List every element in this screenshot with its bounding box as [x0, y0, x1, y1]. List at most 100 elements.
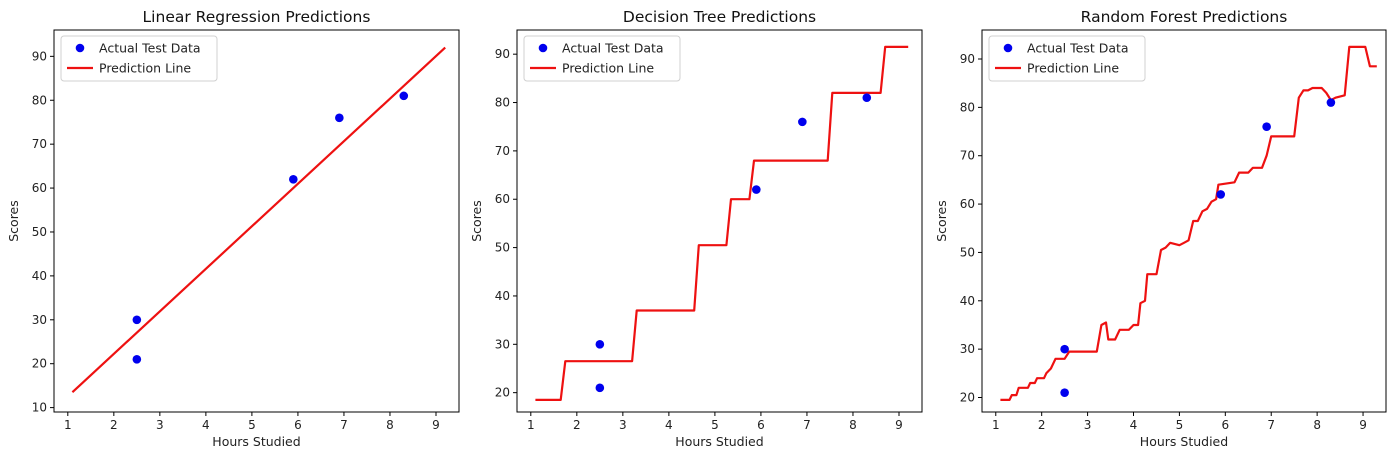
chart-panel-3: Random Forest Predictions 1 2 3 4 5 6 7 8 9 20 30 40…	[934, 8, 1387, 449]
x-tick-label: 8	[386, 418, 394, 432]
legend: Actual Test Data Prediction Line	[523, 35, 681, 82]
legend-label-line: Prediction Line	[1027, 61, 1119, 76]
x-tick-label: 3	[1084, 418, 1092, 432]
chart-title: Linear Regression Predictions	[143, 8, 371, 26]
x-tick-label: 7	[340, 418, 348, 432]
y-tick-label: 80	[32, 93, 47, 107]
legend-box	[60, 35, 218, 82]
y-tick-label: 60	[32, 181, 47, 195]
data-point-3	[752, 185, 761, 194]
x-tick-label: 4	[665, 418, 673, 432]
x-tick-label: 1	[992, 418, 1000, 432]
x-tick-label: 7	[803, 418, 811, 432]
x-tick-label: 2	[110, 418, 118, 432]
x-tick-label: 1	[527, 418, 535, 432]
y-tick-label: 20	[960, 390, 975, 404]
x-tick-label: 4	[202, 418, 210, 432]
y-tick-label: 70	[32, 137, 47, 151]
legend-marker-actual	[75, 43, 85, 53]
y-tick-label: 30	[32, 313, 47, 327]
x-tick-label: 9	[1359, 418, 1367, 432]
plot-area	[1000, 45, 1377, 401]
y-tick-label: 40	[960, 294, 975, 308]
axes-frame	[516, 29, 923, 413]
chart-panel-2: Decision Tree Predictions 1 2 3 4 5 6 7 8 9 20 30 40…	[469, 8, 923, 449]
y-tick-label: 10	[32, 401, 47, 415]
legend-label-actual: Actual Test Data	[562, 41, 664, 56]
legend-label-actual: Actual Test Data	[1027, 41, 1129, 56]
x-tick-label: 5	[711, 418, 719, 432]
x-tick-label: 3	[619, 418, 627, 432]
plot-area	[71, 46, 446, 394]
y-axis-label: Scores	[934, 200, 949, 242]
x-tick-label: 8	[1313, 418, 1321, 432]
y-tick-label: 20	[32, 357, 47, 371]
data-point-4	[335, 113, 344, 123]
data-point-3	[1216, 190, 1226, 199]
prediction-line	[71, 46, 446, 394]
x-axis-label: Hours Studied	[212, 434, 300, 449]
legend-box	[523, 35, 681, 82]
x-tick-label: 2	[1038, 418, 1046, 432]
y-tick-label: 90	[495, 47, 510, 61]
chart-title: Decision Tree Predictions	[623, 8, 816, 26]
y-tick-label: 30	[960, 342, 975, 356]
chart-panel-1: Linear Regression Predictions 1 2 3 4 5 6 7 8 9 10…	[6, 8, 460, 449]
y-tick-label: 20	[495, 386, 510, 400]
legend-label-line: Prediction Line	[99, 61, 191, 76]
plot-area	[535, 45, 909, 401]
x-tick-label: 9	[432, 418, 440, 432]
y-tick-label: 50	[32, 225, 47, 239]
x-axis-label: Hours Studied	[675, 434, 763, 449]
x-tick-label: 6	[757, 418, 765, 432]
x-axis-label: Hours Studied	[1140, 434, 1228, 449]
legend-box	[988, 35, 1146, 82]
data-point-2	[132, 315, 142, 325]
x-tick-label: 2	[573, 418, 581, 432]
legend-marker-actual	[1003, 43, 1013, 53]
chart-title: Random Forest Predictions	[1081, 8, 1288, 26]
y-tick-label: 80	[960, 100, 975, 114]
y-tick-label: 90	[32, 49, 47, 63]
data-point-5	[862, 93, 872, 102]
x-tick-label: 3	[156, 418, 164, 432]
data-point-4	[798, 117, 807, 127]
data-point-1	[1060, 388, 1069, 397]
data-point-1	[595, 383, 605, 393]
x-tick-label: 5	[1176, 418, 1184, 432]
y-tick-label: 60	[495, 192, 510, 206]
y-tick-label: 70	[960, 149, 975, 163]
data-point-5	[1326, 98, 1336, 107]
y-axis-label: Scores	[6, 200, 21, 242]
x-tick-label: 8	[849, 418, 857, 432]
axes-frame	[981, 29, 1387, 413]
legend-label-line: Prediction Line	[562, 61, 654, 76]
x-tick-label: 6	[294, 418, 302, 432]
data-point-3	[289, 174, 298, 184]
y-tick-label: 40	[32, 269, 47, 283]
axes-frame	[53, 29, 460, 413]
x-tick-label: 9	[895, 418, 903, 432]
legend-label-actual: Actual Test Data	[99, 41, 201, 56]
x-tick-label: 4	[1130, 418, 1138, 432]
y-tick-label: 80	[495, 96, 510, 110]
x-tick-label: 6	[1221, 418, 1229, 432]
legend: Actual Test Data Prediction Line	[60, 35, 218, 82]
y-tick-label: 40	[495, 289, 510, 303]
x-tick-label: 7	[1267, 418, 1275, 432]
legend-marker-actual	[538, 43, 548, 53]
data-point-2	[595, 340, 605, 349]
y-tick-label: 30	[495, 337, 510, 351]
y-axis-label: Scores	[469, 200, 484, 242]
x-tick-label: 1	[64, 418, 72, 432]
y-tick-label: 50	[495, 241, 510, 255]
legend: Actual Test Data Prediction Line	[988, 35, 1146, 82]
prediction-line	[535, 45, 909, 401]
prediction-line	[1000, 45, 1377, 401]
y-tick-label: 50	[960, 245, 975, 259]
x-tick-label: 5	[248, 418, 256, 432]
data-point-5	[399, 91, 409, 101]
data-point-2	[1060, 344, 1069, 354]
data-point-4	[1262, 122, 1271, 132]
